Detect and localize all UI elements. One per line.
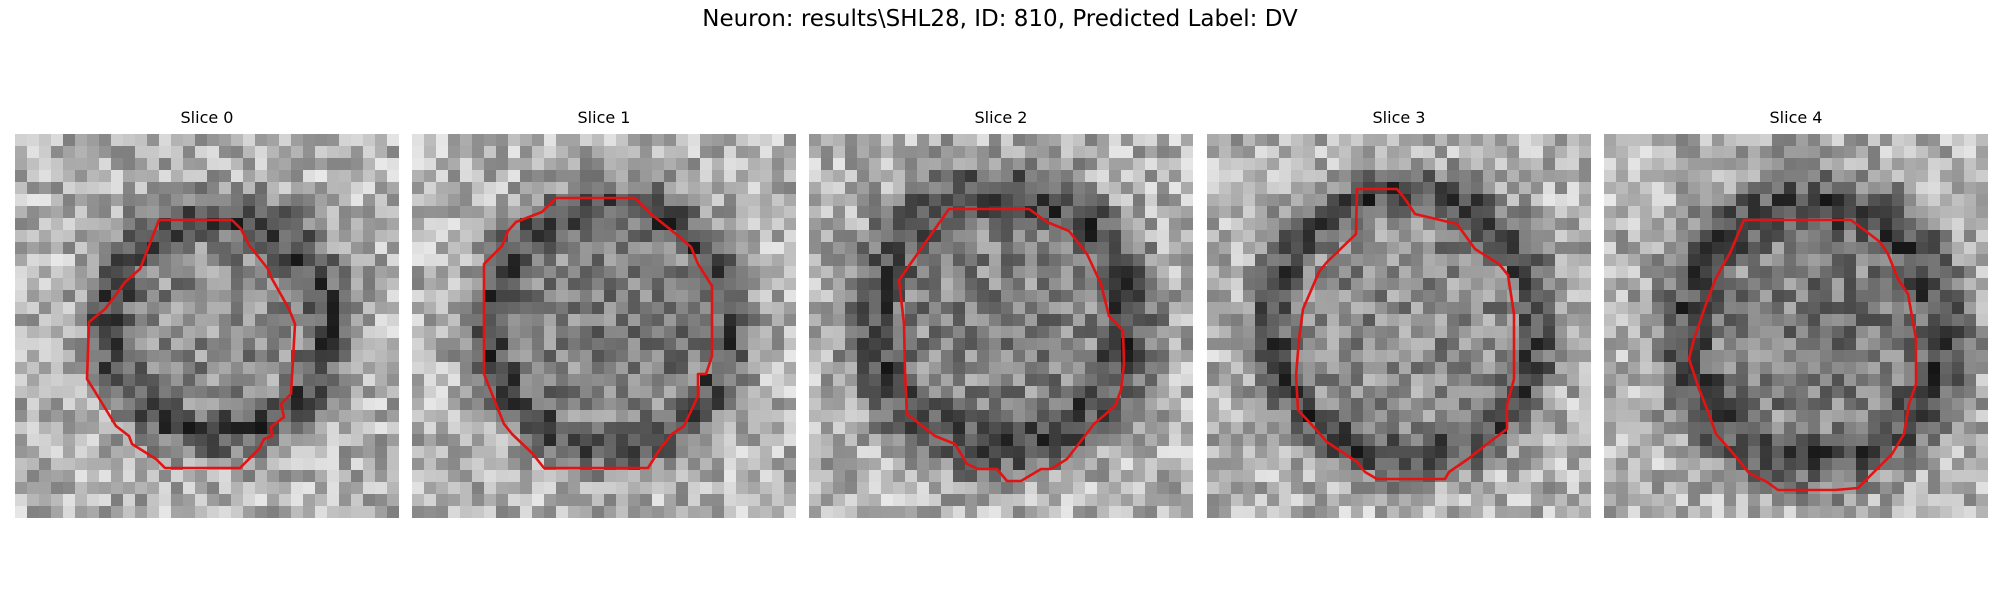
roi-contour [1294, 187, 1516, 481]
slice-panel-4: Slice 4 [1604, 108, 1988, 526]
slice-panel-2: Slice 2 [809, 108, 1193, 526]
slice-image [1604, 134, 1988, 518]
microscopy-pixels [1604, 134, 1988, 518]
slice-image [809, 134, 1193, 518]
microscopy-pixels [809, 134, 1193, 518]
microscopy-pixels [15, 134, 399, 518]
slice-panel-0: Slice 0 [15, 108, 399, 526]
slice-image [1207, 134, 1591, 518]
microscopy-pixels [412, 134, 796, 518]
slice-image [15, 134, 399, 518]
slice-title: Slice 4 [1769, 108, 1823, 127]
slice-title: Slice 0 [180, 108, 234, 127]
slice-title: Slice 1 [577, 108, 631, 127]
roi-contour [85, 218, 297, 470]
slice-panel-1: Slice 1 [412, 108, 796, 526]
roi-contour [1687, 218, 1918, 492]
roi-contour [897, 207, 1126, 483]
slice-title: Slice 2 [974, 108, 1028, 127]
microscopy-pixels [1207, 134, 1591, 518]
figure-title: Neuron: results\SHL28, ID: 810, Predicte… [702, 6, 1298, 32]
slice-panel-3: Slice 3 [1207, 108, 1591, 526]
slice-title: Slice 3 [1372, 108, 1426, 127]
roi-contour [482, 196, 714, 470]
slice-image [412, 134, 796, 518]
